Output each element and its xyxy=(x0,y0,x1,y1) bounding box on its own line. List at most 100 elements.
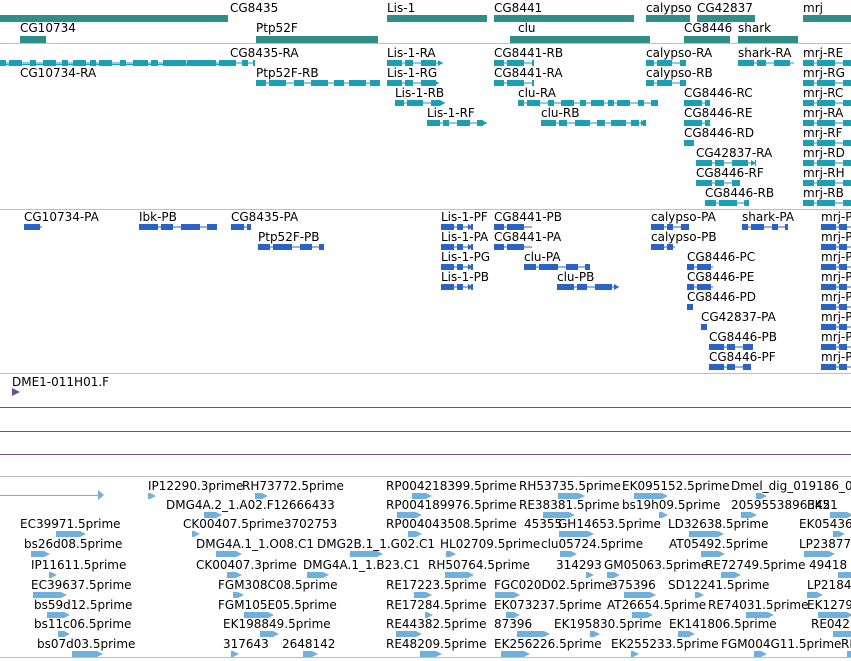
transcript-glyph-cg8446-re[interactable] xyxy=(684,119,710,127)
protein-glyph-20[interactable] xyxy=(821,283,851,291)
transcript-glyph-lis-1-rf[interactable] xyxy=(427,119,487,127)
transcript-glyph-clu-rb[interactable] xyxy=(541,119,646,127)
est-glyph-7[interactable] xyxy=(397,511,422,519)
est-glyph-46[interactable] xyxy=(746,611,774,619)
transcript-glyph-cg10734-ra[interactable] xyxy=(134,59,228,67)
transcript-glyph-mrj-rg[interactable] xyxy=(803,79,851,87)
protein-glyph-25[interactable] xyxy=(709,343,753,351)
est-glyph-50[interactable] xyxy=(396,630,422,638)
est-glyph-16[interactable] xyxy=(566,530,594,538)
protein-glyph-13[interactable] xyxy=(441,263,473,271)
transcript-glyph-cg8441-ra[interactable] xyxy=(494,79,534,87)
protein-glyph-10[interactable] xyxy=(494,243,532,251)
transcript-glyph-shark-ra[interactable] xyxy=(738,59,794,67)
est-arrow-long[interactable] xyxy=(98,490,106,500)
est-glyph-9[interactable] xyxy=(659,511,668,519)
gene-bar-cg8446[interactable] xyxy=(684,36,730,43)
protein-glyph-1[interactable] xyxy=(139,223,217,231)
transcript-glyph-mrj-rf[interactable] xyxy=(803,139,851,147)
est-glyph-11[interactable] xyxy=(830,511,851,519)
est-glyph-51[interactable] xyxy=(517,630,550,638)
transcript-glyph-cg8441-rb[interactable] xyxy=(494,59,534,67)
est-glyph-37[interactable] xyxy=(495,591,520,599)
protein-glyph-2[interactable] xyxy=(231,223,251,231)
transcript-glyph-cg8446-rf[interactable] xyxy=(696,179,740,187)
gene-bar-ptp52f[interactable] xyxy=(256,36,378,43)
est-glyph-23[interactable] xyxy=(560,550,577,558)
est-glyph-44[interactable] xyxy=(506,611,520,619)
est-glyph-53[interactable] xyxy=(678,630,695,638)
transcript-glyph-cg8446-rb[interactable] xyxy=(705,199,749,207)
est-glyph-14[interactable] xyxy=(408,530,422,538)
est-glyph-21[interactable] xyxy=(350,550,383,558)
est-glyph-12[interactable] xyxy=(56,530,86,538)
est-glyph-54[interactable] xyxy=(833,630,851,638)
est-glyph-48[interactable] xyxy=(58,630,70,638)
est-glyph-32[interactable] xyxy=(721,571,741,579)
transcript-glyph-mrj-ra[interactable] xyxy=(803,119,851,127)
est-glyph-6[interactable] xyxy=(204,511,222,519)
est-glyph-13[interactable] xyxy=(192,530,200,538)
est-glyph-35[interactable] xyxy=(233,591,244,599)
transcript-glyph-mrj-rb[interactable] xyxy=(803,199,851,207)
protein-glyph-9[interactable] xyxy=(441,243,473,251)
protein-glyph-24[interactable] xyxy=(821,323,851,331)
gene-bar-lis-1[interactable] xyxy=(387,15,487,22)
protein-glyph-0[interactable] xyxy=(24,223,42,231)
protein-glyph-8[interactable] xyxy=(258,243,324,251)
est-glyph-4[interactable] xyxy=(634,492,668,500)
est-glyph-47[interactable] xyxy=(818,611,851,619)
protein-glyph-21[interactable] xyxy=(687,303,693,311)
est-glyph-39[interactable] xyxy=(695,591,704,599)
est-glyph-52[interactable] xyxy=(590,630,600,638)
est-glyph-58[interactable] xyxy=(420,650,442,658)
est-glyph-0[interactable] xyxy=(148,492,156,500)
transcript-glyph-calypso-ra[interactable] xyxy=(646,59,686,67)
protein-glyph-6[interactable] xyxy=(742,223,788,231)
protein-glyph-26[interactable] xyxy=(821,343,851,351)
est-glyph-40[interactable] xyxy=(807,591,823,599)
protein-glyph-22[interactable] xyxy=(821,303,851,311)
clone-arrow-dme1-011h01-f[interactable] xyxy=(12,388,22,396)
protein-glyph-7[interactable] xyxy=(821,223,851,231)
transcript-glyph-lis-1-rg[interactable] xyxy=(387,79,439,87)
est-glyph-57[interactable] xyxy=(303,650,318,658)
est-glyph-29[interactable] xyxy=(445,571,474,579)
transcript-glyph-mrj-rd[interactable] xyxy=(803,159,851,167)
est-glyph-60[interactable] xyxy=(631,650,639,658)
gene-bar-calypso[interactable] xyxy=(646,15,690,22)
transcript-glyph-mrj-re[interactable] xyxy=(803,59,851,67)
protein-glyph-14[interactable] xyxy=(524,263,590,271)
est-glyph-59[interactable] xyxy=(501,650,530,658)
est-glyph-33[interactable] xyxy=(838,571,851,579)
transcript-glyph-calypso-rb[interactable] xyxy=(646,79,686,87)
gene-bar-cg10734[interactable] xyxy=(20,36,46,43)
transcript-glyph-clu-ra[interactable] xyxy=(518,99,658,107)
protein-glyph-5[interactable] xyxy=(651,223,689,231)
est-glyph-41[interactable] xyxy=(47,611,70,619)
transcript-glyph-mrj-rc[interactable] xyxy=(803,99,851,107)
gene-bar-cg8441[interactable] xyxy=(494,15,634,22)
protein-glyph-16[interactable] xyxy=(821,263,851,271)
est-glyph-1[interactable] xyxy=(255,492,268,500)
est-glyph-19[interactable] xyxy=(31,550,50,558)
est-glyph-55[interactable] xyxy=(72,650,103,658)
transcript-glyph-lis-1-rb[interactable] xyxy=(395,99,445,107)
est-glyph-34[interactable] xyxy=(33,591,67,599)
protein-glyph-17[interactable] xyxy=(441,283,473,291)
est-glyph-3[interactable] xyxy=(558,492,585,500)
gene-bar-shark[interactable] xyxy=(738,36,798,43)
est-glyph-62[interactable] xyxy=(847,650,851,658)
est-glyph-24[interactable] xyxy=(701,550,725,558)
est-glyph-30[interactable] xyxy=(586,571,594,579)
protein-glyph-18[interactable] xyxy=(557,283,619,291)
protein-glyph-11[interactable] xyxy=(651,243,675,251)
est-glyph-5[interactable] xyxy=(756,492,767,500)
gene-bar-cg8435[interactable] xyxy=(0,15,228,22)
est-glyph-25[interactable] xyxy=(804,550,835,558)
protein-glyph-3[interactable] xyxy=(441,223,473,231)
transcript-glyph-cg42837-ra[interactable] xyxy=(696,159,756,167)
est-glyph-43[interactable] xyxy=(425,611,433,619)
est-glyph-61[interactable] xyxy=(754,650,767,658)
est-glyph-49[interactable] xyxy=(260,630,279,638)
